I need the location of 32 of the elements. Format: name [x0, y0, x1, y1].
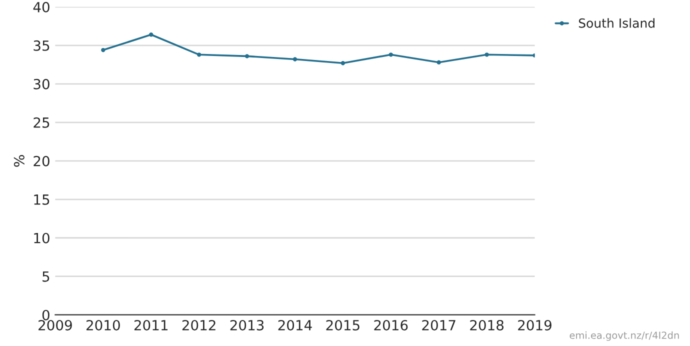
x-tick-label: 2013 [230, 320, 264, 330]
y-tick-label: 40 [33, 2, 50, 12]
x-tick-label: 2015 [326, 320, 360, 330]
x-tick-label: 2019 [518, 320, 552, 330]
point [484, 52, 489, 57]
y-tick-label: 35 [34, 40, 50, 51]
y-tick-label: 5 [42, 272, 50, 282]
y-tick-label: 25 [34, 117, 50, 128]
x-tick-label: 2018 [470, 320, 504, 330]
text: emi.ea.govt.nz/r/4I2dn [570, 331, 679, 341]
y-tick-label: 10 [34, 232, 50, 244]
y-tick-label: 0 [42, 310, 50, 320]
x-tick-label: 2012 [182, 320, 216, 330]
point [196, 52, 202, 57]
x-tick-label: 2016 [374, 320, 408, 330]
x-tick-label: 2014 [278, 320, 312, 330]
point [149, 32, 154, 37]
y-axis-title: % [14, 155, 24, 167]
x-tick-label: 2011 [134, 320, 168, 330]
x-tick-label: 2010 [86, 320, 120, 330]
point [436, 60, 441, 64]
point [244, 54, 250, 58]
x-tick-label: 2017 [422, 320, 456, 330]
legend-label: South Island [578, 18, 654, 28]
point [388, 52, 393, 57]
x-tick-label: 2009 [38, 320, 72, 330]
point [292, 57, 298, 62]
y-tick-label: 30 [34, 78, 50, 90]
y-tick-label: 15 [34, 194, 50, 205]
point [101, 48, 106, 52]
y-tick-label: 20 [34, 156, 50, 166]
point [340, 61, 346, 66]
